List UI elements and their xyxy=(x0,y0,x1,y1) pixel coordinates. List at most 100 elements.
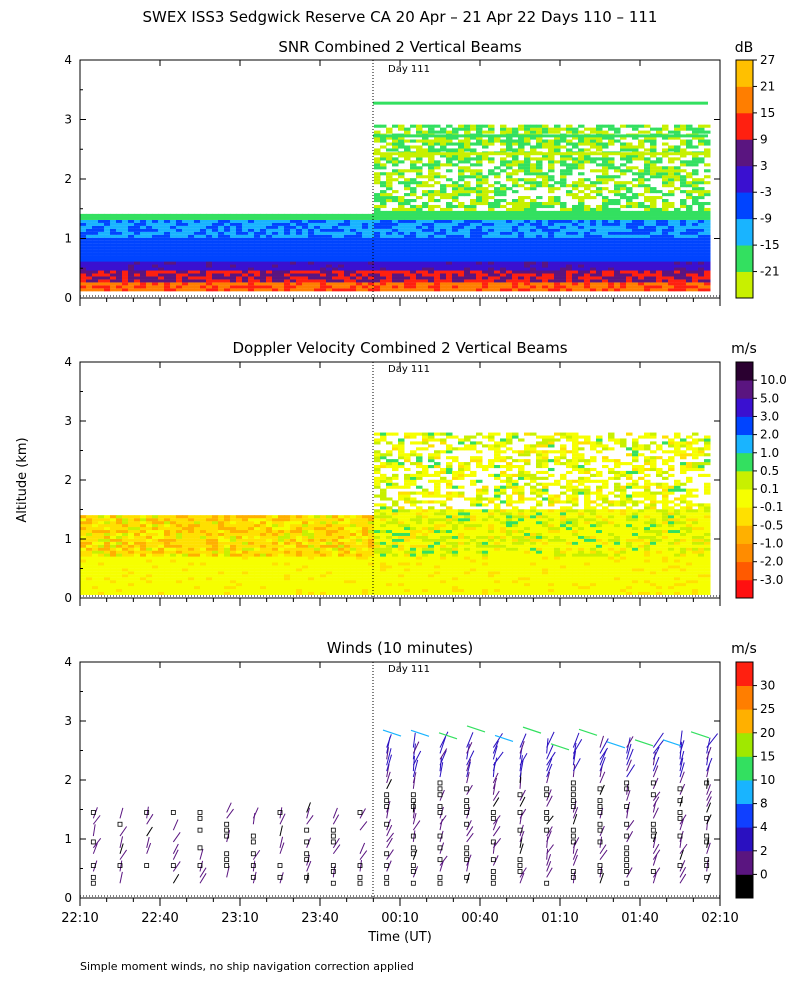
snr-cell xyxy=(152,228,159,232)
snr-cell xyxy=(692,169,699,173)
snr-cell xyxy=(428,145,435,149)
snr-cell xyxy=(656,210,663,215)
doppler-cell xyxy=(254,574,261,578)
doppler-cell xyxy=(170,577,177,581)
snr-cell xyxy=(470,163,477,167)
doppler-cell xyxy=(140,559,147,563)
snr-cell xyxy=(704,142,711,146)
snr-cell xyxy=(104,273,111,277)
snr-cell xyxy=(92,237,99,241)
snr-cell xyxy=(128,231,135,235)
doppler-cell xyxy=(170,550,177,554)
snr-cell xyxy=(386,210,393,215)
snr-cell xyxy=(572,282,579,286)
snr-cell xyxy=(332,282,339,286)
doppler-cell xyxy=(212,547,219,551)
snr-cell xyxy=(224,258,231,262)
snr-cell xyxy=(632,243,639,247)
doppler-cell xyxy=(248,583,255,587)
snr-cell xyxy=(506,160,513,164)
snr-cell xyxy=(452,267,459,271)
snr-cell xyxy=(98,270,105,274)
snr-cell xyxy=(638,219,645,223)
snr-cell xyxy=(200,273,207,277)
snr-cell xyxy=(146,240,153,244)
doppler-cell xyxy=(260,547,267,551)
snr-cell xyxy=(170,219,177,223)
snr-cell xyxy=(122,213,129,217)
doppler-cell xyxy=(260,521,267,525)
snr-cell xyxy=(500,228,507,232)
snr-cell xyxy=(398,201,405,206)
snr-cell xyxy=(344,267,351,271)
snr-cell xyxy=(560,219,567,223)
doppler-cell xyxy=(260,583,267,587)
snr-cell xyxy=(206,240,213,244)
doppler-cell xyxy=(176,544,183,548)
doppler-cell xyxy=(122,538,129,542)
snr-cell xyxy=(524,166,531,170)
doppler-cell xyxy=(98,559,105,563)
snr-cell xyxy=(584,187,591,191)
snr-cell xyxy=(170,270,177,274)
snr-cell xyxy=(482,193,489,197)
doppler-cell xyxy=(146,538,153,542)
snr-cell xyxy=(266,246,273,250)
snr-cell xyxy=(458,157,465,161)
doppler-cell xyxy=(170,556,177,560)
colorbar-swatch xyxy=(736,139,753,167)
snr-cell xyxy=(410,213,417,217)
doppler-cell xyxy=(296,565,303,569)
snr-cell xyxy=(650,166,657,170)
doppler-cell xyxy=(290,588,297,593)
snr-cell xyxy=(632,148,639,152)
doppler-cell xyxy=(134,538,141,542)
snr-cell xyxy=(212,222,219,226)
doppler-cell xyxy=(176,565,183,569)
snr-cell xyxy=(452,148,459,152)
snr-cell xyxy=(530,264,537,268)
doppler-cell xyxy=(230,583,237,587)
snr-cell xyxy=(488,225,495,229)
snr-cell xyxy=(158,219,165,223)
doppler-cell xyxy=(92,585,99,590)
snr-cell xyxy=(434,255,441,259)
snr-cell xyxy=(212,216,219,220)
snr-cell xyxy=(584,288,591,292)
snr-cell xyxy=(434,222,441,226)
snr-cell xyxy=(626,237,633,241)
doppler-cell xyxy=(248,585,255,590)
doppler-cell xyxy=(152,535,159,539)
doppler-cell xyxy=(242,521,249,525)
snr-cell xyxy=(374,255,381,259)
doppler-cell xyxy=(92,574,99,578)
snr-cell xyxy=(692,178,699,182)
doppler-cell xyxy=(230,541,237,545)
snr-cell xyxy=(536,210,543,215)
snr-cell xyxy=(344,249,351,253)
snr-cell xyxy=(506,267,513,271)
doppler-cell xyxy=(218,547,225,551)
doppler-cell xyxy=(296,591,303,595)
snr-cell xyxy=(374,213,381,217)
snr-cell xyxy=(392,270,399,274)
snr-cell xyxy=(680,240,687,244)
doppler-cell xyxy=(200,553,207,557)
snr-cell xyxy=(398,228,405,232)
snr-cell xyxy=(536,127,543,131)
snr-cell xyxy=(380,190,387,194)
snr-cell xyxy=(524,201,531,206)
snr-cell xyxy=(260,273,267,277)
snr-cell xyxy=(320,225,327,229)
doppler-cell xyxy=(248,559,255,563)
snr-cell xyxy=(446,193,453,197)
doppler-cell xyxy=(260,559,267,563)
snr-cell xyxy=(560,252,567,256)
snr-cell xyxy=(452,261,459,265)
doppler-cell xyxy=(182,518,189,522)
doppler-cell xyxy=(98,547,105,551)
snr-cell xyxy=(128,228,135,232)
doppler-cell xyxy=(152,526,159,531)
doppler-cell xyxy=(242,556,249,560)
snr-cell xyxy=(614,219,621,223)
